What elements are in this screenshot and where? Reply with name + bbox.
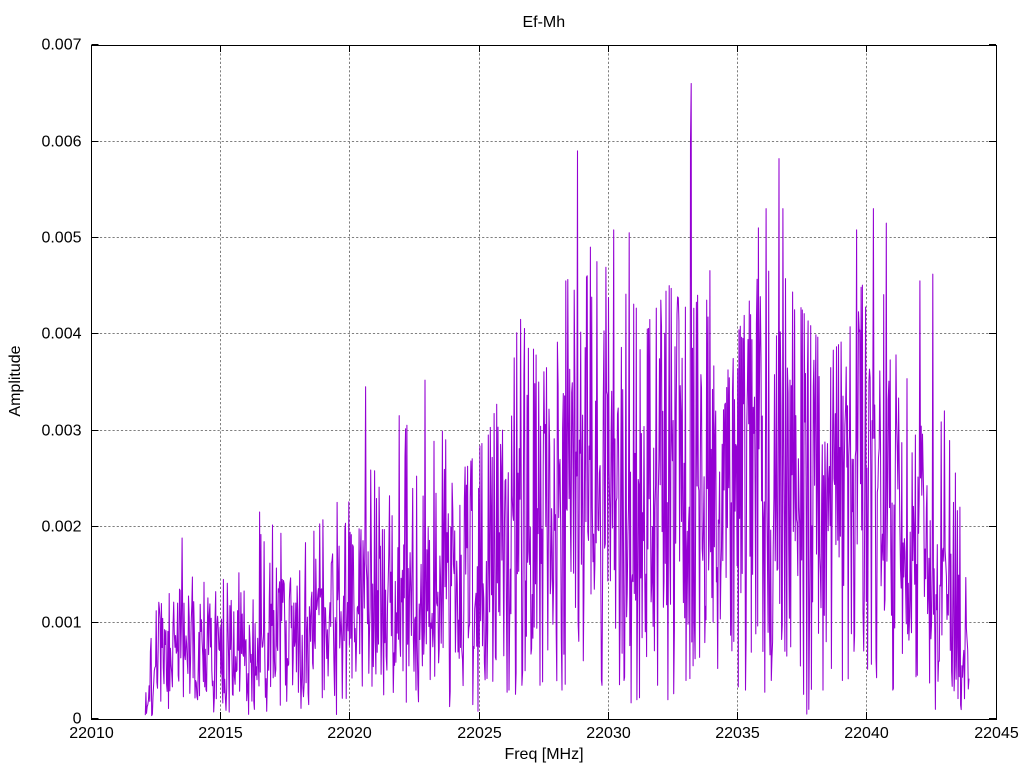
svg-text:Ef-Mh: Ef-Mh xyxy=(522,14,565,31)
svg-text:0.002: 0.002 xyxy=(41,519,81,536)
svg-text:0.001: 0.001 xyxy=(41,615,81,632)
svg-text:Amplitude: Amplitude xyxy=(7,345,24,416)
svg-text:0.003: 0.003 xyxy=(41,423,81,440)
svg-text:0.005: 0.005 xyxy=(41,230,81,247)
svg-text:0.007: 0.007 xyxy=(41,37,81,54)
svg-text:22015: 22015 xyxy=(198,725,243,742)
svg-text:22010: 22010 xyxy=(69,725,114,742)
svg-text:22035: 22035 xyxy=(715,725,760,742)
svg-text:0.006: 0.006 xyxy=(41,134,81,151)
svg-text:22030: 22030 xyxy=(586,725,631,742)
svg-text:22020: 22020 xyxy=(327,725,372,742)
svg-text:0.004: 0.004 xyxy=(41,326,81,343)
svg-text:22045: 22045 xyxy=(974,725,1019,742)
svg-text:0: 0 xyxy=(73,711,82,728)
svg-text:Freq [MHz]: Freq [MHz] xyxy=(504,746,583,763)
svg-text:22025: 22025 xyxy=(457,725,502,742)
svg-text:22040: 22040 xyxy=(844,725,889,742)
